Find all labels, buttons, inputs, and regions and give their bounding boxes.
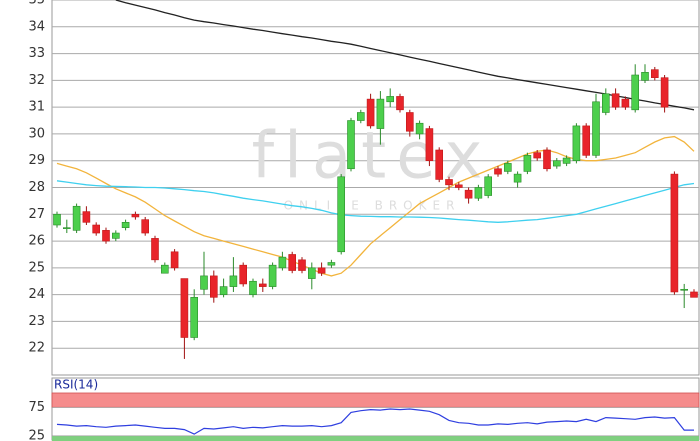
candle-body (552, 160, 561, 167)
candle-body (200, 275, 208, 290)
rsi-panel (51, 377, 700, 441)
candle-body (582, 125, 591, 156)
candle-body (219, 286, 228, 295)
candle-body (435, 149, 444, 180)
candle-body (425, 128, 434, 162)
candle-body (62, 227, 71, 229)
moving-average (56, 180, 695, 223)
y-tick-label: 23 (28, 314, 45, 329)
candle-body (170, 251, 179, 269)
candle-body (151, 238, 159, 261)
candle-body (288, 254, 297, 271)
candle-body (307, 267, 316, 279)
candle-body (523, 155, 532, 172)
candle-body (670, 173, 679, 293)
candle-body (376, 98, 385, 129)
candle-body (660, 77, 669, 108)
y-tick-label: 24 (28, 287, 45, 302)
candle-body (337, 176, 346, 253)
moving-average (56, 135, 695, 277)
y-tick-label: 32 (28, 73, 45, 88)
y-tick-label: 26 (28, 234, 45, 249)
rsi-line (56, 408, 694, 435)
candle-body (210, 275, 218, 298)
candle-body (494, 168, 502, 175)
candle-body (415, 122, 424, 135)
candle-body (445, 179, 453, 186)
y-tick-label: 31 (28, 100, 45, 115)
candle-body (121, 222, 130, 228)
y-tick-label: 25 (28, 260, 45, 275)
candle-body (592, 101, 600, 156)
candle-body (72, 205, 81, 231)
y-tick-label: 25 (28, 428, 45, 441)
y-tick-label: 27 (28, 207, 45, 222)
candle-body (112, 232, 120, 239)
candle-body (601, 93, 610, 113)
candle-body (533, 152, 542, 159)
rsi-band (52, 435, 699, 441)
candle-body (543, 149, 551, 170)
rsi-band (51, 392, 700, 408)
candle-body (298, 259, 306, 271)
candle-body (484, 176, 493, 196)
candle-body (131, 213, 140, 218)
candle-body (102, 230, 110, 242)
candle-body (454, 184, 463, 188)
candle-body (562, 157, 571, 164)
candle-body (650, 69, 659, 78)
candle-body (680, 288, 689, 291)
y-tick-label: 28 (28, 180, 45, 195)
watermark: flatex (252, 120, 493, 194)
candle-body (190, 297, 198, 338)
candle-body (53, 213, 61, 226)
candle-body (327, 262, 336, 266)
rsi-title: RSI(14) (54, 378, 98, 392)
candle-body (268, 264, 277, 287)
y-tick-label: 35 (28, 0, 45, 8)
candle-body (258, 283, 267, 287)
candle-body (513, 173, 522, 183)
candle-body (347, 120, 355, 170)
candle-body (356, 112, 365, 121)
candle-body (474, 187, 483, 199)
watermark-sub: ONLINE BROKER (284, 199, 461, 213)
candle-body (503, 163, 512, 172)
candle-body (278, 256, 287, 269)
y-tick-label: 29 (28, 153, 45, 168)
candle-body (82, 211, 91, 223)
y-tick-label: 75 (28, 400, 45, 415)
candle-body (317, 267, 326, 274)
candle-body (141, 219, 149, 234)
candle-body (631, 74, 640, 111)
y-tick-label: 34 (28, 19, 45, 34)
y-tick-label: 22 (28, 341, 45, 356)
candle-body (249, 280, 257, 295)
candle-body (621, 98, 630, 108)
candle-body (405, 112, 414, 132)
candle-body (180, 278, 189, 338)
candle-body (572, 125, 581, 162)
y-tick-label: 30 (28, 126, 45, 141)
candle-body (396, 96, 404, 111)
moving-average (115, 0, 695, 111)
candle-body (366, 98, 375, 127)
candle-body (641, 72, 649, 81)
candle-body (92, 224, 100, 234)
candle-body (611, 93, 620, 108)
candle-body (239, 264, 247, 285)
candle-body (690, 291, 698, 298)
candle-body (229, 275, 238, 287)
candle-body (161, 264, 169, 274)
candle-body (464, 189, 473, 199)
candle-body (386, 96, 395, 103)
y-tick-label: 33 (28, 46, 45, 61)
